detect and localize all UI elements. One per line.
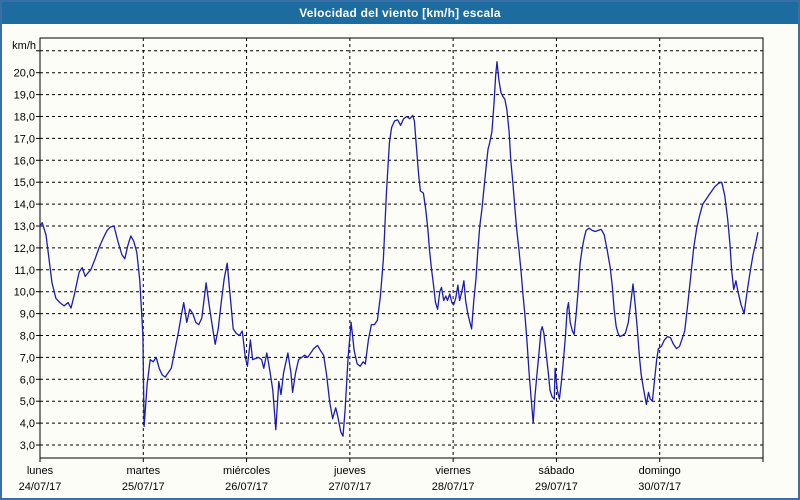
y-tick-label: 5,0 xyxy=(20,396,35,408)
y-tick-label: 7,0 xyxy=(20,352,35,364)
x-date-label: 27/07/17 xyxy=(328,481,371,493)
y-tick-label: 12,0 xyxy=(14,243,35,255)
y-tick-label: 16,0 xyxy=(14,155,35,167)
chart-title: Velocidad del viento [km/h] escala xyxy=(299,6,501,20)
x-day-label: lunes xyxy=(27,465,54,477)
x-date-label: 26/07/17 xyxy=(225,481,268,493)
y-tick-label: 18,0 xyxy=(14,112,35,124)
y-tick-label: 15,0 xyxy=(14,177,35,189)
y-tick-label: 9,0 xyxy=(20,309,35,321)
x-day-label: domingo xyxy=(639,465,681,477)
wind-speed-line xyxy=(39,61,759,437)
y-tick-label: 10,0 xyxy=(14,287,35,299)
x-date-label: 28/07/17 xyxy=(432,481,475,493)
x-date-label: 24/07/17 xyxy=(19,481,62,493)
y-tick-label: 13,0 xyxy=(14,221,35,233)
wind-speed-chart: 20,0 19,0 18,0 17,0 16,0 15,0 14,0 13,0 12,0 11,0… xyxy=(12,37,764,493)
x-day-label: miércoles xyxy=(223,465,271,477)
x-day-label: sábado xyxy=(538,465,574,477)
y-tick-label: 20,0 xyxy=(14,68,35,80)
plot-frame xyxy=(39,37,764,459)
x-date-label: 29/07/17 xyxy=(535,481,578,493)
x-day-label: martes xyxy=(126,465,160,477)
y-tick-label: 4,0 xyxy=(20,418,35,430)
y-tick-label: 6,0 xyxy=(20,374,35,386)
x-day-label: viernes xyxy=(435,465,471,477)
y-axis-unit-label: km/h xyxy=(12,40,36,52)
x-date-label: 25/07/17 xyxy=(122,481,165,493)
y-tick-label: 19,0 xyxy=(14,90,35,102)
y-tick-label: 8,0 xyxy=(20,331,35,343)
y-tick-label: 3,0 xyxy=(20,440,35,452)
y-tick-label: 11,0 xyxy=(14,265,35,277)
x-day-label: jueves xyxy=(333,465,366,477)
x-date-label: 30/07/17 xyxy=(638,481,681,493)
y-tick-label: 14,0 xyxy=(14,199,35,211)
chart-title-bar: Velocidad del viento [km/h] escala xyxy=(2,2,798,24)
y-tick-label: 17,0 xyxy=(14,133,35,145)
